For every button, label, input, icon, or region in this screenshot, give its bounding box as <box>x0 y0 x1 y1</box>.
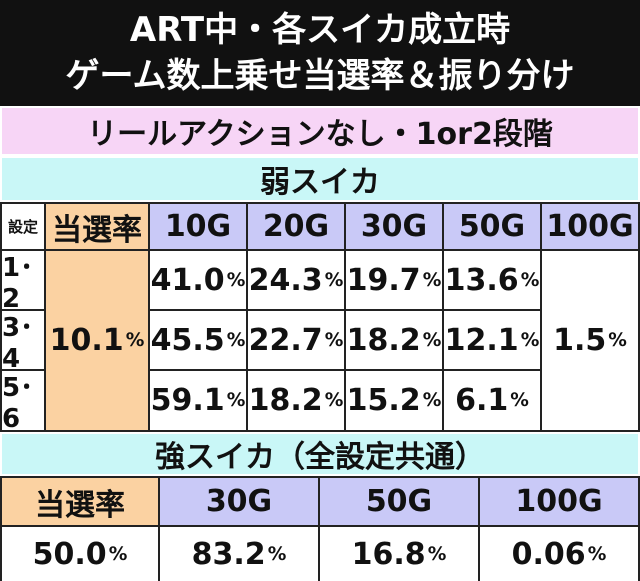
rate-value-cell: 10.1% <box>46 251 148 430</box>
cell-value: 59.1 <box>150 383 225 418</box>
cell-value: 1.5 <box>553 323 607 358</box>
cell-value: 12.1 <box>444 322 519 358</box>
header-col-100g: 100G <box>542 204 638 249</box>
percent-sign: % <box>267 543 287 565</box>
section2-header-col-100g: 100G <box>480 478 638 525</box>
table-cell: 59.1% <box>150 371 246 430</box>
section1-subtitle: 弱スイカ <box>0 156 640 202</box>
percent-sign: % <box>510 390 529 411</box>
table-cell: 19.7% <box>346 251 442 309</box>
table-cell: 41.0% <box>150 251 246 309</box>
cell-value: 22.7 <box>248 322 323 358</box>
cell-value: 24.3 <box>248 262 323 298</box>
table-cell: 12.1% <box>444 311 540 369</box>
row-setting-label: 3･4 <box>2 311 44 374</box>
table-cell: 18.2% <box>346 311 442 369</box>
rate-value: 10.1 <box>49 323 124 358</box>
table-cell: 45.5% <box>150 311 246 369</box>
percent-sign: % <box>520 269 540 291</box>
percent-sign: % <box>324 329 344 351</box>
header-col-30g: 30G <box>346 204 442 249</box>
header-rate: 当選率 <box>46 204 148 249</box>
percent-sign: % <box>324 269 344 291</box>
cell-value: 83.2 <box>191 536 266 572</box>
col100-value-cell: 1.5% <box>542 251 638 430</box>
cell-value: 15.2 <box>346 383 421 418</box>
cell-value: 13.6 <box>444 262 519 298</box>
cell-value: 18.2 <box>248 383 323 418</box>
page-title: ART中・各スイカ成立時 ゲーム数上乗せ当選率＆振り分け <box>0 0 640 106</box>
table-cell: 6.1% <box>444 371 540 430</box>
section2-header-rate: 当選率 <box>2 478 158 525</box>
table-cell: 0.06% <box>480 527 638 581</box>
row-setting-label: 5･6 <box>2 371 44 434</box>
percent-sign: % <box>226 390 246 411</box>
section2-subtitle: 強スイカ（全設定共通） <box>0 432 640 476</box>
cell-value: 50.0 <box>32 536 107 572</box>
percent-sign: % <box>422 269 442 291</box>
title-line-1: ART中・各スイカ成立時 <box>129 10 511 50</box>
section2-rate-cell: 50.0% <box>2 527 158 581</box>
section1-banner: リールアクションなし・1or2段階 <box>0 106 640 156</box>
percent-sign: % <box>324 390 344 411</box>
table-cell: 18.2% <box>248 371 344 430</box>
percent-sign: % <box>427 543 447 565</box>
table-cell: 22.7% <box>248 311 344 369</box>
header-col-20g: 20G <box>248 204 344 249</box>
cell-value: 0.06 <box>511 536 586 572</box>
percent-sign: % <box>608 330 627 351</box>
section2-header-col-50g: 50G <box>320 478 478 525</box>
row-setting-label: 1･2 <box>2 251 44 314</box>
cell-value: 18.2 <box>346 322 421 358</box>
section2-header-col-30g: 30G <box>160 478 318 525</box>
header-col-50g: 50G <box>444 204 540 249</box>
cell-value: 41.0 <box>150 262 225 298</box>
percent-sign: % <box>422 329 442 351</box>
cell-value: 19.7 <box>346 262 421 298</box>
cell-value: 16.8 <box>351 536 426 572</box>
percent-sign: % <box>422 390 442 411</box>
cell-value: 6.1 <box>455 383 509 418</box>
table-cell: 83.2% <box>160 527 318 581</box>
title-line-2: ゲーム数上乗せ当選率＆振り分け <box>65 56 575 96</box>
percent-sign: % <box>125 330 145 351</box>
percent-sign: % <box>226 329 246 351</box>
table-cell: 16.8% <box>320 527 478 581</box>
percent-sign: % <box>108 543 128 565</box>
header-setting: 設定 <box>2 204 44 249</box>
percent-sign: % <box>520 329 540 351</box>
percent-sign: % <box>226 269 246 291</box>
percent-sign: % <box>587 543 607 565</box>
cell-value: 45.5 <box>150 322 225 358</box>
table-cell: 13.6% <box>444 251 540 309</box>
header-col-10g: 10G <box>150 204 246 249</box>
table-cell: 15.2% <box>346 371 442 430</box>
table-cell: 24.3% <box>248 251 344 309</box>
